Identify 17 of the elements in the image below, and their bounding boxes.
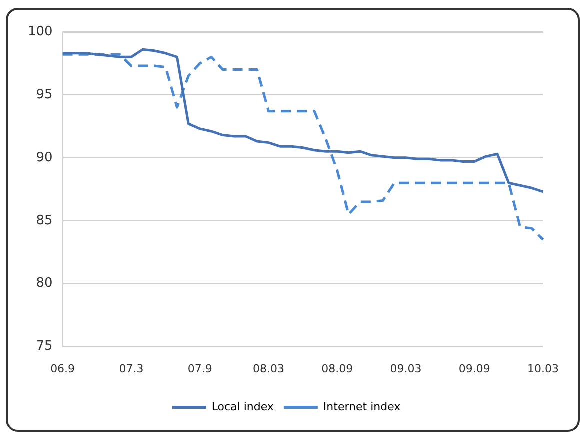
y-tick-label: 80 — [36, 276, 53, 292]
x-tick-label: 09.09 — [458, 362, 490, 376]
x-tick-label: 10.03 — [528, 362, 560, 376]
legend-label: Local index — [212, 400, 274, 414]
y-tick-label: 75 — [36, 339, 53, 354]
y-tick-label: 90 — [36, 150, 53, 166]
y-tick-label: 95 — [36, 87, 53, 102]
x-tick-label: 06.9 — [50, 362, 76, 376]
y-tick-label: 85 — [36, 213, 53, 228]
y-tick-label: 100 — [28, 24, 53, 40]
legend-label: Internet index — [323, 400, 402, 414]
x-tick-label: 08.03 — [252, 362, 284, 376]
x-tick-label: 08.09 — [322, 362, 354, 376]
x-tick-label: 07.3 — [119, 362, 144, 376]
x-tick-label: 07.9 — [188, 362, 212, 376]
line-series — [62, 53, 545, 242]
x-tick-label: 09.03 — [390, 362, 422, 376]
